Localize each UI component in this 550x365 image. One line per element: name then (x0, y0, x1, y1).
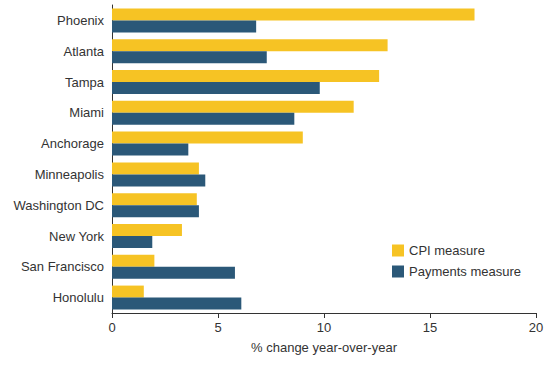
svg-text:Honolulu: Honolulu (53, 290, 104, 305)
svg-text:Minneapolis: Minneapolis (35, 167, 105, 182)
svg-text:Miami: Miami (69, 105, 104, 120)
svg-text:Washington DC: Washington DC (13, 198, 104, 213)
svg-text:Anchorage: Anchorage (41, 136, 104, 151)
svg-text:5: 5 (214, 320, 221, 335)
svg-text:% change year-over-year: % change year-over-year (251, 340, 398, 355)
svg-text:San Francisco: San Francisco (21, 259, 104, 274)
svg-text:Tampa: Tampa (65, 75, 105, 90)
svg-text:CPI measure: CPI measure (409, 243, 485, 258)
svg-text:Phoenix: Phoenix (57, 13, 104, 28)
svg-text:20: 20 (529, 320, 543, 335)
svg-text:10: 10 (317, 320, 331, 335)
svg-text:New York: New York (49, 229, 104, 244)
svg-text:15: 15 (423, 320, 437, 335)
svg-text:Atlanta: Atlanta (64, 44, 105, 59)
svg-text:0: 0 (108, 320, 115, 335)
svg-text:Payments measure: Payments measure (409, 264, 521, 279)
